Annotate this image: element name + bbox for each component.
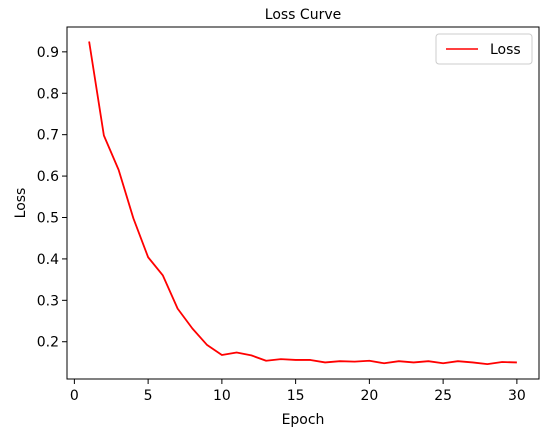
y-tick-label: 0.3	[37, 293, 59, 309]
y-tick-label: 0.9	[37, 45, 59, 61]
y-tick-label: 0.8	[37, 86, 59, 102]
x-tick-label: 30	[508, 388, 526, 404]
x-tick-label: 15	[287, 388, 305, 404]
x-tick-label: 20	[360, 388, 378, 404]
plot-frame	[66, 26, 540, 380]
chart-title: Loss Curve	[265, 7, 341, 23]
y-tick-label: 0.2	[37, 335, 59, 351]
x-axis-label: Epoch	[282, 412, 325, 428]
x-tick-label: 5	[144, 388, 153, 404]
plot-layer: 0 5 10 15 20 25 30 0.2 0.3 0.4 0.5 0.6 0.7 0.8 0.9	[37, 26, 540, 404]
legend-box	[435, 33, 533, 65]
y-axis-label: Loss	[13, 188, 29, 219]
x-tick-label: 10	[213, 388, 231, 404]
y-tick-label: 0.5	[37, 210, 59, 226]
legend: Loss	[435, 33, 533, 65]
y-tick-label: 0.4	[37, 252, 59, 268]
x-tick-label: 0	[70, 388, 79, 404]
x-tick-label: 25	[434, 388, 452, 404]
y-tick-label: 0.6	[37, 169, 59, 185]
legend-label-loss: Loss	[490, 42, 521, 58]
series-line-loss	[88, 41, 517, 365]
y-tick-label: 0.7	[37, 128, 59, 144]
